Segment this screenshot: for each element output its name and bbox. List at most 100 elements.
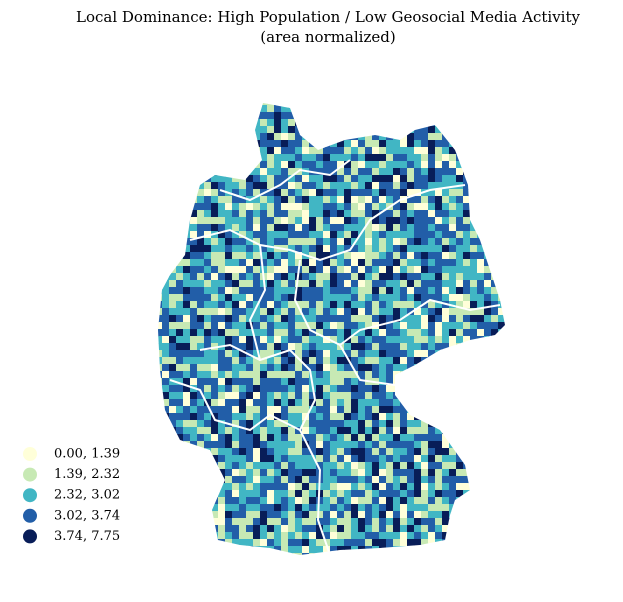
region (183, 224, 191, 232)
region (218, 147, 226, 155)
region (323, 182, 331, 190)
region (239, 231, 247, 239)
region (169, 525, 177, 533)
region (449, 357, 457, 365)
legend: 0.00, 1.391.39, 2.322.32, 3.023.02, 3.74… (23, 447, 120, 544)
region (281, 511, 289, 519)
region (358, 497, 366, 505)
region (372, 217, 380, 225)
region (477, 105, 485, 113)
region (239, 217, 247, 225)
region (267, 476, 275, 484)
region (435, 525, 443, 533)
region (260, 175, 268, 183)
region (379, 504, 387, 512)
region (218, 497, 226, 505)
region (344, 469, 352, 477)
region (491, 182, 499, 190)
region (281, 322, 289, 330)
region (463, 511, 471, 519)
region (183, 301, 191, 309)
region (435, 280, 443, 288)
region (470, 399, 478, 407)
region (456, 147, 464, 155)
region (421, 490, 429, 498)
region (295, 140, 303, 148)
region (281, 357, 289, 365)
region (218, 168, 226, 176)
region (470, 175, 478, 183)
region (330, 532, 338, 540)
region (253, 357, 261, 365)
region (232, 434, 240, 442)
region (288, 105, 296, 113)
region (295, 399, 303, 407)
region (470, 147, 478, 155)
region (428, 371, 436, 379)
region (498, 105, 505, 113)
region (239, 434, 247, 442)
region (393, 518, 401, 526)
region (204, 322, 212, 330)
region (158, 308, 163, 316)
region (288, 217, 296, 225)
region (456, 378, 464, 386)
region (309, 329, 317, 337)
region (169, 154, 177, 162)
region (295, 371, 303, 379)
region (225, 399, 233, 407)
region (505, 315, 513, 323)
region (302, 105, 310, 113)
region (274, 378, 282, 386)
region (176, 154, 184, 162)
region (323, 217, 331, 225)
region (302, 511, 310, 519)
region (344, 119, 352, 127)
region (288, 504, 296, 512)
region (281, 455, 289, 463)
region (484, 266, 492, 274)
region (253, 126, 261, 134)
region (421, 504, 429, 512)
region (183, 469, 191, 477)
region (442, 441, 450, 449)
region (484, 546, 492, 554)
region (393, 315, 401, 323)
region (183, 434, 191, 442)
legend-marker (23, 508, 37, 523)
region (435, 462, 443, 470)
region (442, 532, 450, 540)
region (505, 357, 513, 365)
region (379, 322, 387, 330)
region (470, 112, 478, 120)
region (267, 420, 275, 428)
region (407, 203, 415, 211)
region (491, 322, 499, 330)
region (176, 203, 184, 211)
region (470, 140, 478, 148)
region (158, 103, 163, 106)
region (158, 280, 163, 288)
region (253, 280, 261, 288)
region (253, 203, 261, 211)
region (253, 539, 261, 547)
region (365, 434, 373, 442)
region (267, 259, 275, 267)
region (393, 420, 401, 428)
region (351, 273, 359, 281)
region (337, 189, 345, 197)
region (162, 441, 170, 449)
region (316, 287, 324, 295)
region (295, 280, 303, 288)
region (463, 357, 471, 365)
region (176, 315, 184, 323)
region (330, 399, 338, 407)
region (288, 238, 296, 246)
region (281, 189, 289, 197)
region (295, 245, 303, 253)
region (232, 329, 240, 337)
region (246, 441, 254, 449)
region (463, 175, 471, 183)
region (190, 413, 198, 421)
region (449, 133, 457, 141)
